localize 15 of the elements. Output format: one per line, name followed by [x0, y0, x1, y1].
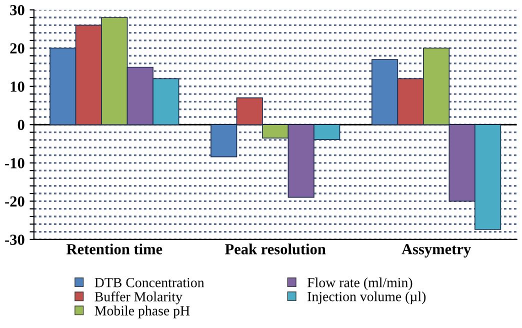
y-tick-label: 0: [18, 120, 24, 130]
legend-label: Flow rate (ml/min): [307, 278, 412, 290]
x-tick-label: Peak resolution: [225, 244, 326, 254]
legend-label: DTB Concentration: [94, 278, 204, 288]
y-tick-label: -20: [5, 196, 24, 207]
x-tick-label: Assymetry: [402, 244, 471, 258]
y-tick-label: 20: [10, 43, 24, 54]
legend-label: Mobile phase pH: [94, 306, 190, 318]
legend-label: Injection volume (µl): [308, 292, 426, 304]
y-tick-label: -30: [5, 234, 24, 245]
x-tick-label: Retention time: [66, 244, 162, 254]
y-tick-label: 10: [10, 82, 24, 92]
y-tick-label: 30: [10, 4, 24, 16]
legend-label: Buffer Molarity: [94, 292, 182, 304]
y-tick-label: -10: [5, 158, 24, 168]
